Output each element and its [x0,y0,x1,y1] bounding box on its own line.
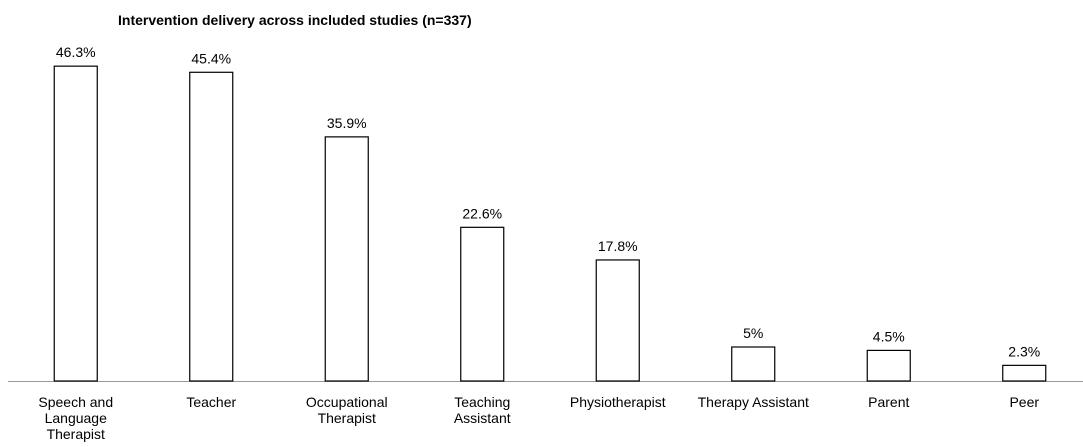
bar [731,346,776,382]
chart-title: Intervention delivery across included st… [118,12,472,28]
bar [595,259,640,382]
x-tick-label: Occupational Therapist [306,394,388,426]
x-tick-label: Speech and Language Therapist [38,394,113,442]
x-tick-label: Teaching Assistant [454,394,511,426]
x-tick-label: Teacher [186,394,236,410]
data-label: 35.9% [327,115,367,131]
data-label: 17.8% [598,238,638,254]
data-label: 5% [743,325,763,341]
bar [53,65,98,382]
data-label: 2.3% [1008,343,1040,359]
x-tick-label: Parent [868,394,909,410]
bar [460,226,505,382]
data-label: 22.6% [462,205,502,221]
data-label: 4.5% [873,328,905,344]
data-label: 46.3% [56,44,96,60]
data-label: 45.4% [191,50,231,66]
bar [324,136,369,382]
x-tick-label: Therapy Assistant [698,394,809,410]
x-tick-label: Physiotherapist [570,394,666,410]
bar [189,71,234,382]
x-tick-label: Peer [1009,394,1039,410]
bar [866,349,911,382]
bar [1002,364,1047,382]
